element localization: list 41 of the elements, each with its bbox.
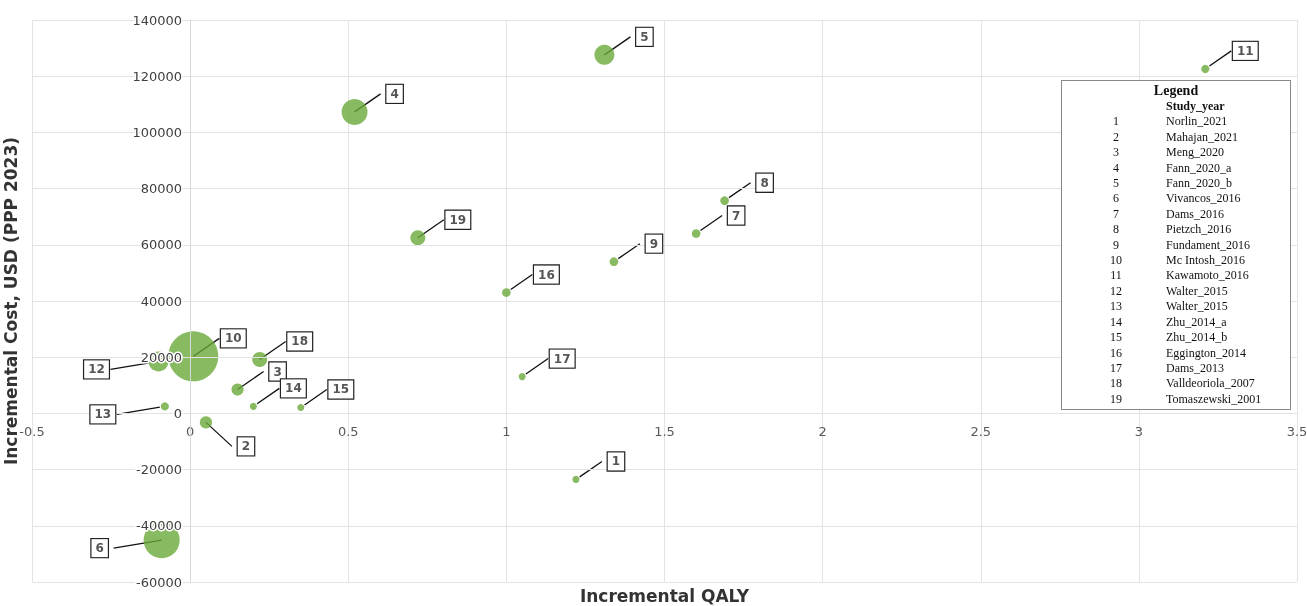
y-tick-label: 140000 [132, 12, 183, 28]
annotation: 2 [241, 439, 251, 454]
legend-table: Legend Study_year 1 Norlin_2021 2 Mahajan_2021 3 Meng_2020 4 Fann_2020_a 5 Fann_2020_b 6 Vivancos_2016 7 Dams_2016 8 Pietzch_2016 9 Fundament_2016 10 Mc Intosh_2016 11 Kawamoto_2016 12 Walter_2015 13 Walter_2015 14 Zhu_2014_a 15 Zhu_2014_b 16 Eggington_2014 17 Dams_2013 18 Valldeoriola_2007 19 Tomaszewski_2001 [1061, 80, 1291, 411]
annotation: 8 [760, 175, 769, 190]
annotation: 1 [611, 454, 621, 469]
y-tick-label: 0 [173, 405, 183, 421]
x-tick-label: 3.5 [1286, 424, 1307, 440]
annotation: 19 [449, 212, 467, 227]
annotation: 3 [273, 364, 282, 379]
annotation: 17 [553, 351, 571, 366]
annotation: 9 [649, 236, 659, 251]
annotation: 7 [731, 208, 741, 223]
y-tick-label: -60000 [136, 574, 183, 590]
annotation: Study_year [1166, 99, 1225, 115]
annotation: 14 [285, 381, 302, 396]
y-tick-label: 120000 [132, 68, 183, 84]
legend-title: Legend [1152, 83, 1200, 99]
annotation: 11 [1236, 43, 1254, 58]
x-axis-title: Incremental QALY [579, 585, 750, 606]
annotation: 12 [88, 362, 105, 377]
annotation: 18 [291, 334, 309, 349]
y-tick-label: 40000 [140, 293, 183, 309]
y-tick-label: -20000 [136, 462, 183, 478]
y-axis-title: Incremental Cost, USD (PPP 2023) [0, 136, 21, 466]
x-tick-label: -0.5 [19, 424, 45, 440]
y-tick-label: 100000 [132, 124, 183, 140]
y-tick-label: 80000 [140, 181, 183, 197]
annotation: 15 [332, 382, 350, 397]
x-tick-label: 0.5 [337, 424, 359, 440]
annotation: 5 [640, 29, 649, 44]
y-tick-label: 60000 [140, 237, 183, 253]
annotation: 6 [95, 541, 104, 556]
annotation: 4 [390, 86, 399, 101]
x-tick-label: 1 [502, 424, 511, 440]
x-tick-label: 1.5 [654, 424, 675, 440]
annotation: 13 [94, 407, 112, 422]
x-tick-label: 3 [1134, 424, 1144, 440]
annotation: 10 [224, 331, 242, 346]
x-tick-label: 2.5 [970, 424, 992, 440]
annotation: 16 [538, 267, 555, 282]
x-tick-label: 2 [818, 424, 827, 440]
